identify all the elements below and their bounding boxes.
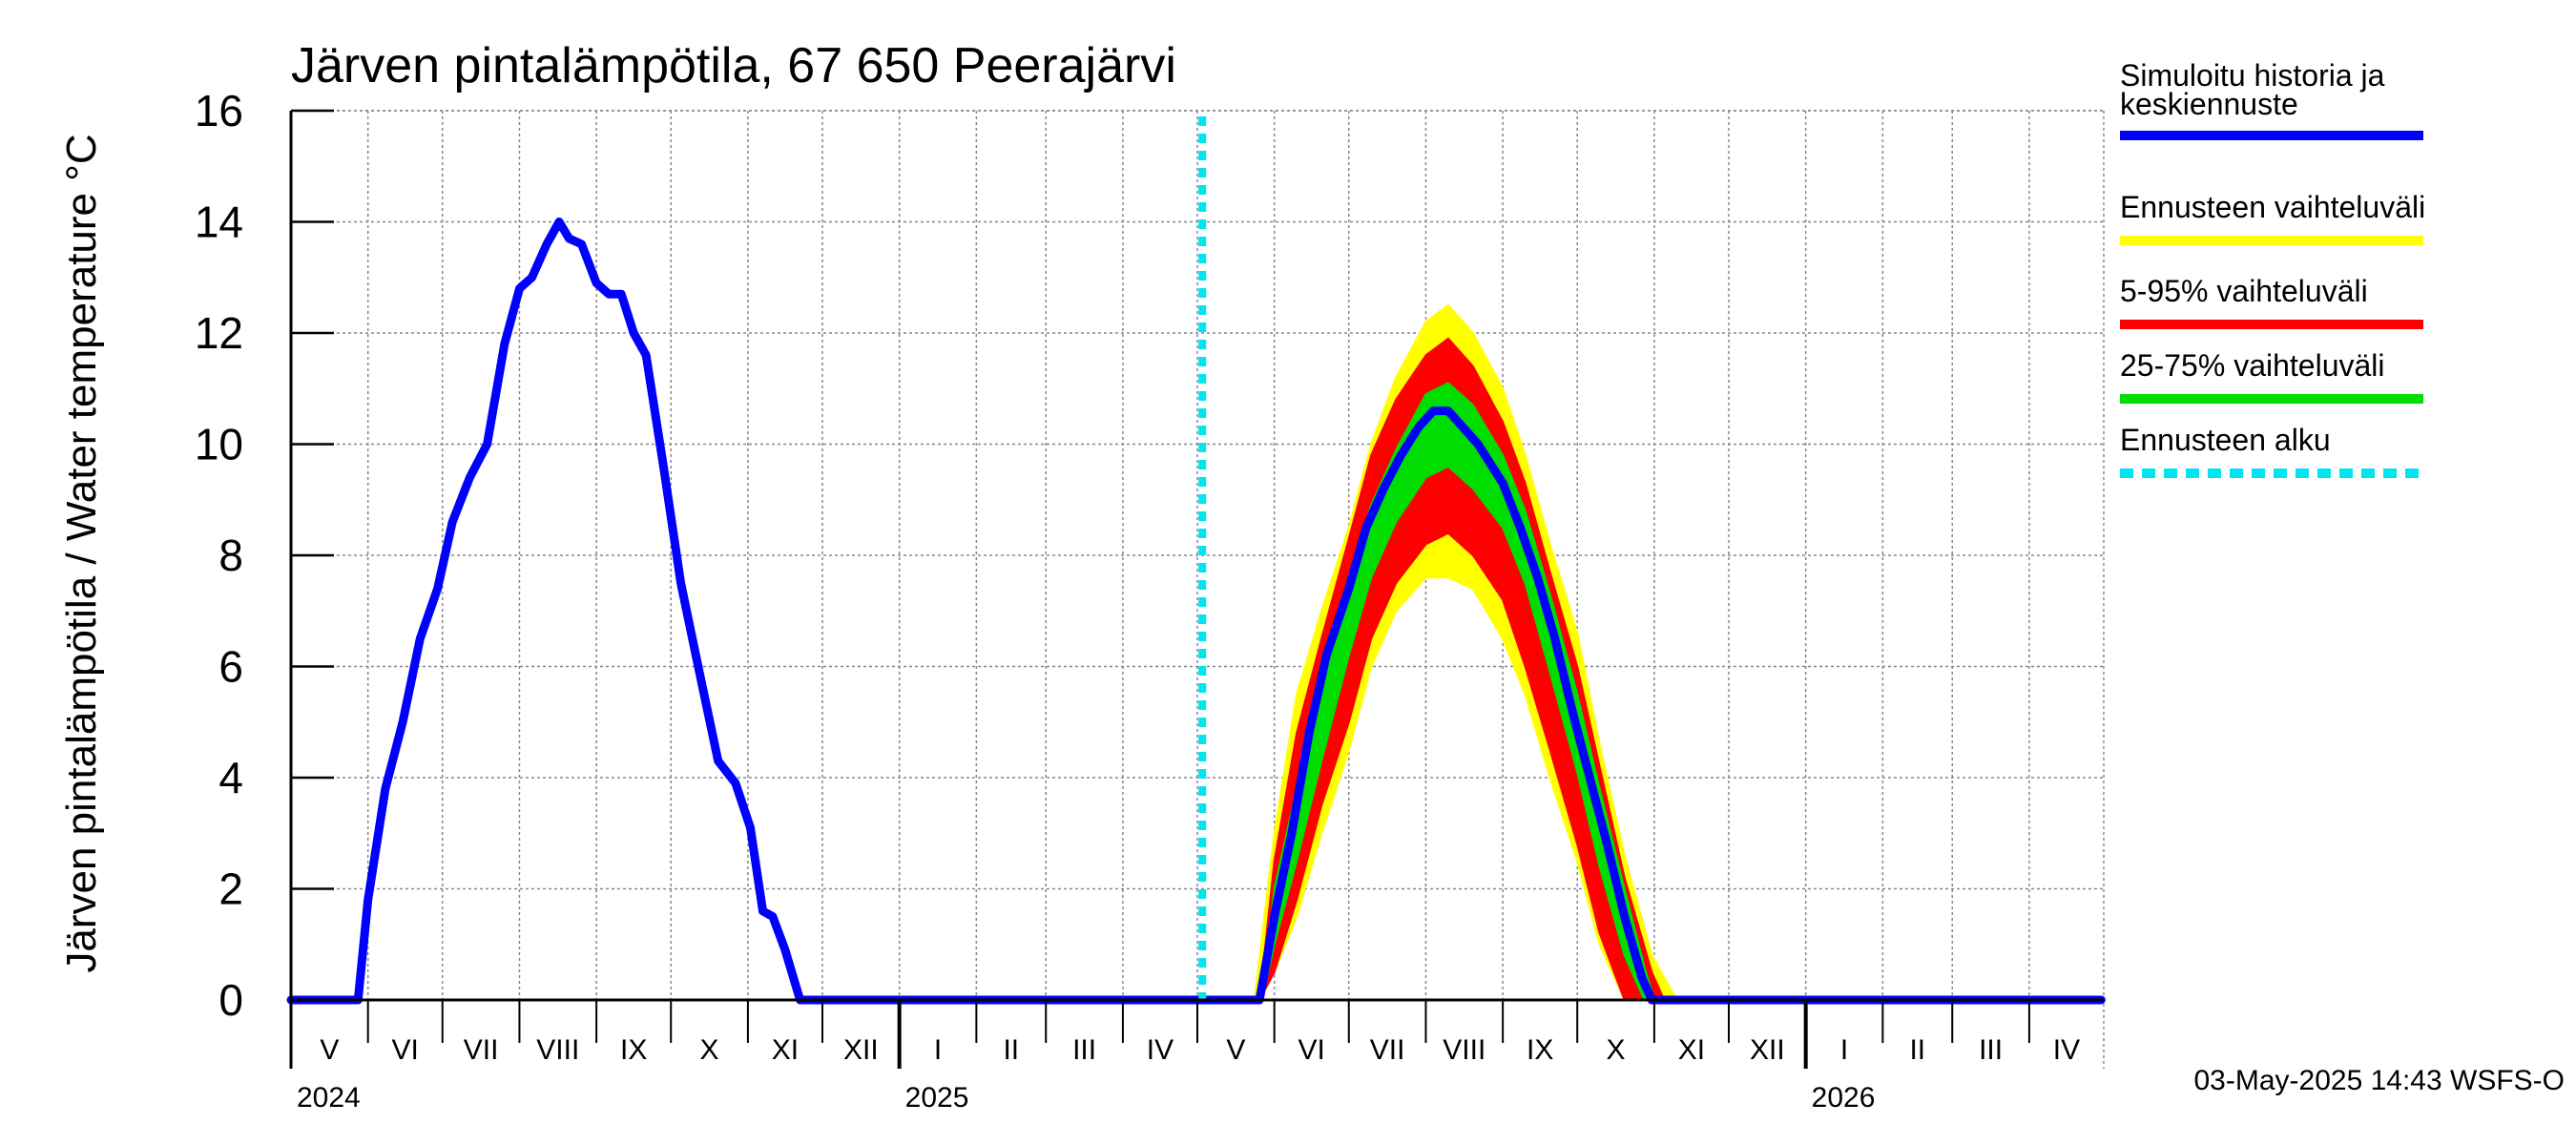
line-layer: [286, 116, 2106, 1005]
x-tick-label: VI: [1298, 1034, 1325, 1066]
x-tick-label: VIII: [536, 1034, 579, 1066]
x-tick-label: IV: [2053, 1034, 2080, 1066]
x-tick-label: I: [934, 1034, 942, 1066]
legend-label: Ennusteen alku: [2120, 423, 2331, 457]
y-tick-label: 2: [218, 864, 243, 914]
x-tick-label: V: [1226, 1034, 1245, 1066]
x-tick-label: V: [320, 1034, 339, 1066]
x-tick-label: XI: [772, 1034, 799, 1066]
year-label: 2025: [905, 1082, 969, 1114]
series-mean-line: [286, 218, 2106, 1005]
x-tick-label: XI: [1678, 1034, 1705, 1066]
y-axis-label: Järven pintalämpötila / Water temperatur…: [58, 134, 105, 972]
x-tick-label: II: [1003, 1034, 1019, 1066]
y-tick-label: 4: [218, 753, 243, 802]
legend-label: Ennusteen vaihteluväli: [2120, 190, 2425, 224]
chart-title: Järven pintalämpötila, 67 650 Peerajärvi: [291, 38, 1176, 94]
y-tick-label: 14: [195, 198, 243, 247]
year-label: 2026: [1812, 1082, 1876, 1114]
y-tick-label: 12: [195, 308, 243, 358]
y-tick-label: 10: [195, 420, 243, 469]
grid-layer: [291, 110, 2105, 1069]
x-tick-label: X: [1607, 1034, 1626, 1066]
band-layer: [1253, 303, 1679, 1001]
x-tick-label: III: [1072, 1034, 1096, 1066]
x-tick-label: VI: [392, 1034, 419, 1066]
x-tick-label: IX: [1527, 1034, 1553, 1066]
y-tick-label: 6: [218, 642, 243, 692]
legend-label: 5-95% vaihteluväli: [2120, 274, 2368, 308]
x-tick-label: VIII: [1443, 1034, 1485, 1066]
x-tick-label: IX: [620, 1034, 647, 1066]
x-tick-label: XII: [843, 1034, 879, 1066]
legend-label: 25-75% vaihteluväli: [2120, 348, 2385, 383]
legend-label: keskiennuste: [2120, 87, 2298, 121]
x-tick-label: XII: [1750, 1034, 1785, 1066]
year-label: 2024: [297, 1082, 361, 1114]
x-tick-label: I: [1840, 1034, 1848, 1066]
x-tick-label: IV: [1147, 1034, 1174, 1066]
legend-label: Simuloitu historia ja: [2120, 58, 2385, 93]
x-tick-label: III: [1979, 1034, 2003, 1066]
x-tick-label: VII: [1370, 1034, 1405, 1066]
x-tick-label: II: [1909, 1034, 1925, 1066]
y-tick-label: 8: [218, 531, 243, 580]
y-tick-label: 0: [218, 975, 243, 1025]
x-tick-label: VII: [464, 1034, 499, 1066]
x-tick-label: X: [700, 1034, 719, 1066]
footer-timestamp: 03-May-2025 14:43 WSFS-O: [2194, 1065, 2566, 1096]
y-tick-label: 16: [195, 86, 243, 135]
